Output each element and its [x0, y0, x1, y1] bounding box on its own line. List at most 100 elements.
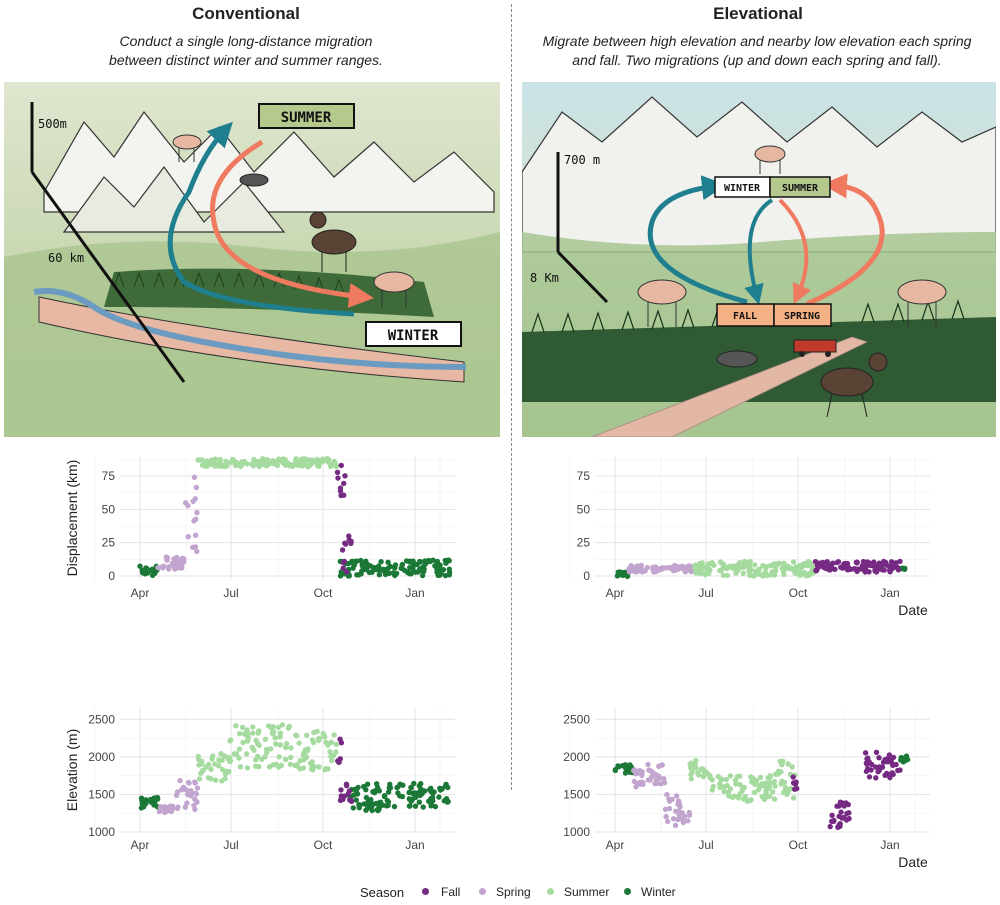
point-summer [273, 741, 279, 747]
point-fall [873, 775, 879, 781]
caribou-right [897, 279, 947, 327]
wolf [239, 173, 269, 187]
point-winter [152, 800, 158, 807]
chart-conventional-displacement: 0 25 50 75 Apr Jul Oct Jan Displacement (km) [64, 456, 455, 600]
point-fall [829, 812, 835, 818]
point-fall [838, 809, 844, 815]
point-fall [340, 796, 346, 803]
point-summer [239, 724, 246, 730]
point-summer [781, 571, 787, 578]
point-winter [385, 559, 391, 565]
point-summer [287, 761, 294, 767]
point-summer [809, 563, 815, 569]
mountain-range [43, 110, 495, 233]
point-summer [305, 746, 311, 752]
point-fall [335, 475, 341, 481]
point-summer [297, 758, 303, 764]
point-summer [705, 561, 711, 567]
x-tick-label: Jan [880, 838, 899, 852]
point-summer [263, 746, 270, 753]
point-spring [673, 808, 679, 814]
point-spring [185, 502, 191, 509]
y-tick-label: 25 [577, 536, 591, 550]
point-summer [256, 728, 262, 734]
point-fall [813, 567, 820, 573]
point-spring [647, 777, 653, 783]
horizontal-scale-label: 60 km [48, 251, 84, 265]
point-spring [192, 780, 198, 786]
point-summer [748, 774, 754, 780]
point-summer [269, 730, 276, 737]
point-winter [419, 572, 426, 579]
point-fall [836, 813, 842, 820]
point-fall [338, 740, 345, 746]
point-summer [775, 768, 782, 774]
point-summer [251, 458, 257, 465]
caribou-summer [172, 134, 202, 162]
point-summer [746, 562, 753, 569]
point-fall [826, 567, 833, 573]
point-summer [767, 562, 774, 569]
chart-elevational-elevation: 1000 1500 2000 2500 Apr Jul Oct Jan Date [563, 708, 930, 870]
y-tick-label: 1000 [563, 825, 590, 839]
point-fall [876, 562, 882, 568]
point-summer [793, 565, 799, 571]
point-spring [184, 800, 190, 806]
point-summer [292, 460, 298, 466]
fall-label: FALL [733, 311, 757, 322]
point-summer [277, 742, 283, 748]
point-spring [631, 767, 638, 773]
point-winter [145, 570, 151, 576]
point-winter [438, 570, 444, 576]
point-fall [338, 462, 344, 469]
y-tick-label: 2000 [88, 750, 115, 764]
point-spring [175, 564, 181, 571]
point-summer [790, 559, 797, 565]
point-fall [889, 770, 895, 776]
point-summer [776, 560, 782, 566]
point-summer [805, 571, 812, 577]
point-winter [446, 572, 452, 578]
point-fall [814, 562, 821, 569]
point-winter [428, 801, 434, 807]
point-fall [866, 560, 872, 566]
y-tick-label: 50 [577, 502, 591, 516]
point-summer [233, 723, 239, 729]
point-winter [428, 785, 434, 791]
y-tick-label: 0 [583, 569, 590, 583]
point-spring [192, 544, 199, 550]
x-tick-label: Apr [606, 586, 625, 600]
point-spring [192, 496, 198, 502]
point-summer [719, 776, 725, 782]
point-fall [344, 783, 350, 789]
point-summer [693, 765, 699, 771]
point-summer [223, 768, 230, 774]
point-spring [658, 781, 664, 787]
point-fall [897, 558, 903, 565]
point-summer [212, 777, 219, 783]
point-summer [199, 758, 205, 764]
salmon-migration-arrow [210, 139, 374, 308]
point-fall [888, 756, 895, 762]
point-summer [695, 770, 701, 776]
point-summer [293, 732, 299, 738]
logging-road [591, 336, 869, 437]
point-summer [752, 562, 758, 568]
point-summer [276, 764, 282, 770]
point-winter [408, 784, 414, 791]
point-spring [662, 806, 669, 812]
point-winter [354, 558, 360, 564]
y-axis-title: Elevation (m) [64, 729, 80, 811]
x-tick-label: Oct [789, 586, 808, 600]
point-winter [407, 803, 413, 809]
point-fall [853, 559, 859, 565]
point-winter [411, 780, 417, 787]
point-summer [740, 564, 747, 570]
point-winter [137, 563, 143, 569]
point-spring [193, 791, 200, 797]
chart-elevational-displacement: 0 25 50 75 Apr Jul Oct Jan Date [569, 456, 930, 618]
point-summer [332, 460, 338, 466]
point-summer [253, 737, 259, 744]
point-spring [192, 532, 199, 538]
point-spring [669, 796, 675, 803]
